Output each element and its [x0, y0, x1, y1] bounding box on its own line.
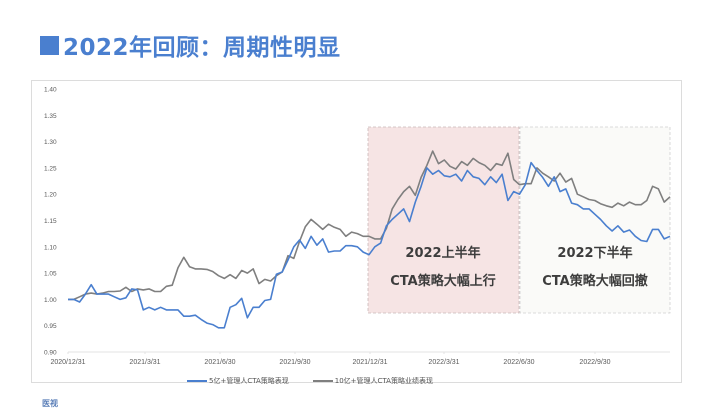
legend-label-10yi: 10亿+管理人CTA策略业绩表现: [334, 377, 433, 385]
x-tick-label: 2020/12/31: [50, 359, 85, 366]
annotation-h2-line2: CTA策略大幅回撤: [542, 274, 648, 289]
legend-swatch-blue: [187, 380, 208, 382]
annotation-h2-line1: 2022下半年: [557, 246, 633, 261]
y-tick-label: 1.35: [44, 113, 57, 120]
page-title: 2022年回顾：周期性明显: [40, 30, 341, 61]
x-tick-label: 2022/6/30: [503, 359, 534, 366]
legend-item-10yi: 10亿+管理人CTA策略业绩表现: [312, 376, 433, 386]
y-tick-label: 1.05: [44, 271, 57, 278]
series-10yi-line: [68, 150, 671, 301]
shade-h1-2022: [367, 126, 520, 314]
y-tick-label: 1.25: [44, 165, 57, 172]
title-square-icon: [40, 35, 59, 55]
annotation-h2: 2022下半年 CTA策略大幅回撤: [520, 240, 670, 296]
x-tick-label: 2021/6/30: [204, 359, 235, 366]
y-tick-label: 1.10: [44, 244, 57, 251]
y-tick-label: 0.95: [44, 323, 57, 330]
x-tick-label: 2021/9/30: [279, 359, 310, 366]
shade-h2-2022: [519, 126, 671, 314]
legend-item-5yi: 5亿+管理人CTA策略表现: [187, 376, 289, 386]
y-tick-label: 1.40: [44, 87, 57, 94]
page-title-text: 2022年回顾：周期性明显: [63, 35, 341, 61]
y-tick-label: 1.20: [44, 192, 57, 199]
x-tick-label: 2022/3/31: [428, 359, 459, 366]
legend-label-5yi: 5亿+管理人CTA策略表现: [209, 377, 289, 385]
series-5yi-line: [68, 161, 671, 329]
annotation-h1-line2: CTA策略大幅上行: [390, 274, 496, 289]
y-tick-label: 1.15: [44, 218, 57, 225]
y-tick-label: 0.90: [44, 350, 57, 357]
x-tick-label: 2021/12/31: [352, 359, 387, 366]
footer-logo: 医视: [42, 399, 58, 408]
chart-legend: 5亿+管理人CTA策略表现 10亿+管理人CTA策略业绩表现: [0, 376, 670, 386]
annotation-h1-line1: 2022上半年: [405, 246, 481, 261]
annotation-h1: 2022上半年 CTA策略大幅上行: [368, 240, 518, 296]
y-tick-label: 1.00: [44, 297, 57, 304]
x-tick-label: 2022/9/30: [579, 359, 610, 366]
legend-swatch-gray: [312, 380, 333, 382]
y-tick-label: 1.30: [44, 139, 57, 146]
x-tick-label: 2021/3/31: [129, 359, 160, 366]
